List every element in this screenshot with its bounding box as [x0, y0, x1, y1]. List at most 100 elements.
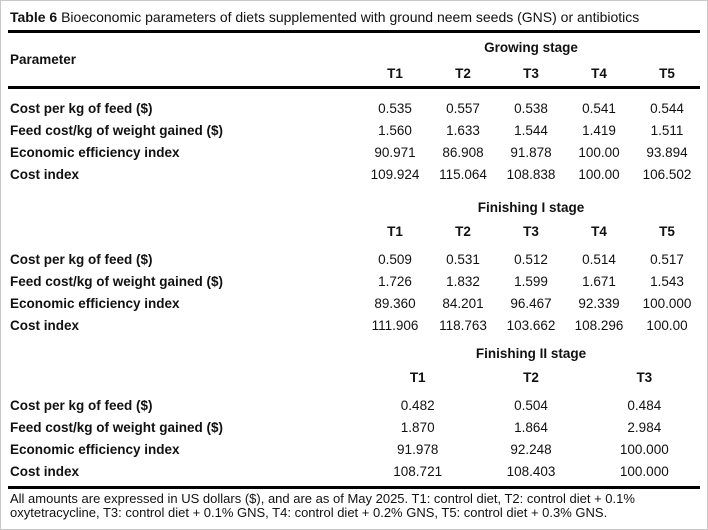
value-cell: 0.531	[446, 251, 480, 267]
value-cell: 108.721	[393, 463, 443, 479]
row-label: Cost per kg of feed ($)	[10, 251, 153, 267]
row-label: Cost per kg of feed ($)	[10, 397, 153, 413]
value-cell: 1.419	[582, 122, 616, 138]
treatment-col-label: T4	[591, 66, 607, 81]
table-row: Cost index 109.924 115.064 108.838 100.00 106…	[8, 163, 701, 185]
table-row: Cost per kg of feed ($) 0.535 0.557 0.538 0.…	[8, 97, 701, 119]
empty-cell	[8, 195, 361, 219]
treatment-col-label: T1	[409, 369, 426, 385]
value-cell: 103.662	[506, 317, 556, 333]
parameter-header: Parameter	[10, 52, 77, 67]
value-cell: 1.511	[650, 122, 684, 138]
value-cell: 89.360	[374, 295, 416, 311]
treatment-col-label: T2	[523, 369, 539, 385]
row-label: Economic efficiency index	[10, 144, 180, 160]
empty-cell	[8, 341, 361, 365]
value-cell: 1.671	[582, 273, 616, 289]
stage-header-row: Parameter Growing stage	[8, 33, 701, 68]
value-cell: 1.544	[514, 122, 548, 138]
value-cell: 96.467	[510, 295, 552, 311]
treatment-col-label: T4	[591, 223, 607, 239]
value-cell: 109.924	[370, 166, 420, 182]
value-cell: 0.504	[514, 397, 548, 413]
table-row: Feed cost/kg of weight gained ($) 1.726 1.…	[8, 270, 701, 292]
top-rule	[8, 30, 700, 33]
table-row: Cost per kg of feed ($) 0.509 0.531 0.512 0.…	[8, 243, 701, 270]
treatment-col-label: T3	[523, 66, 539, 81]
treatment-header-row: T1 T2 T3	[8, 365, 701, 389]
value-cell: 1.543	[650, 273, 684, 289]
value-cell: 0.541	[582, 100, 616, 116]
table-title: Table 6 Bioeconomic parameters of diets …	[8, 10, 700, 25]
row-label: Cost index	[10, 463, 80, 479]
growing-stage-table: Cost per kg of feed ($) 0.535 0.557 0.538 0.…	[8, 97, 701, 185]
value-cell: 0.544	[650, 100, 684, 116]
value-cell: 108.403	[506, 463, 556, 479]
value-cell: 84.201	[442, 295, 484, 311]
value-cell: 0.482	[400, 397, 435, 413]
stage-title-finishing-1: Finishing I stage	[477, 199, 585, 215]
value-cell: 100.000	[619, 463, 669, 479]
value-cell: 91.978	[397, 441, 439, 457]
stage-header-row: Finishing II stage	[8, 341, 701, 365]
stage-title-growing: Growing stage	[484, 39, 578, 55]
row-label: Economic efficiency index	[10, 441, 180, 457]
table-row: Cost index 111.906 118.763 103.662 108.296 10…	[8, 314, 701, 336]
row-label: Feed cost/kg of weight gained ($)	[10, 122, 224, 138]
treatment-col-label: T5	[659, 66, 675, 81]
value-cell: 0.509	[378, 251, 412, 267]
value-cell: 0.538	[514, 100, 548, 116]
table-row: Feed cost/kg of weight gained ($) 1.870 1.…	[8, 416, 701, 438]
value-cell: 100.000	[642, 295, 692, 311]
row-label: Cost index	[10, 317, 80, 333]
value-cell: 1.870	[400, 419, 435, 435]
value-cell: 92.339	[578, 295, 620, 311]
treatment-col-label: T2	[455, 223, 471, 239]
treatment-col-label: T1	[387, 66, 403, 81]
footnote: All amounts are expressed in US dollars …	[10, 491, 635, 520]
treatment-header-row: T1 T2 T3 T4 T5	[8, 219, 701, 243]
value-cell: 2.984	[627, 419, 662, 435]
empty-cell	[8, 219, 361, 243]
value-cell: 0.557	[446, 100, 480, 116]
value-cell: 0.535	[378, 100, 412, 116]
stage-title-finishing-2: Finishing II stage	[475, 345, 587, 361]
value-cell: 1.633	[446, 122, 480, 138]
table-number: Table 6	[10, 9, 58, 25]
table-row: Economic efficiency index 91.978 92.248 100…	[8, 438, 701, 460]
value-cell: 111.906	[371, 317, 419, 333]
row-label: Feed cost/kg of weight gained ($)	[10, 419, 224, 435]
treatment-header-row: T1 T2 T3 T4 T5	[8, 61, 701, 86]
value-cell: 0.517	[650, 251, 684, 267]
value-cell: 100.000	[619, 441, 669, 457]
value-cell: 91.878	[510, 144, 552, 160]
value-cell: 0.514	[582, 251, 616, 267]
value-cell: 92.248	[510, 441, 552, 457]
header-rule	[8, 86, 700, 89]
table-row: Cost per kg of feed ($) 0.482 0.504 0.484	[8, 389, 701, 416]
value-cell: 1.864	[514, 419, 548, 435]
value-cell: 0.512	[514, 251, 548, 267]
row-label: Cost index	[10, 166, 80, 182]
treatment-col-label: T1	[387, 223, 403, 239]
value-cell: 90.971	[374, 144, 416, 160]
table-row: Feed cost/kg of weight gained ($) 1.560 1.…	[8, 119, 701, 141]
row-label: Economic efficiency index	[10, 295, 180, 311]
value-cell: 100.00	[578, 166, 620, 182]
value-cell: 93.894	[646, 144, 688, 160]
treatment-col-label: T2	[455, 66, 471, 81]
value-cell: 100.00	[646, 317, 688, 333]
row-label: Cost per kg of feed ($)	[10, 100, 153, 116]
value-cell: 1.560	[378, 122, 412, 138]
value-cell: 1.599	[514, 273, 548, 289]
empty-cell	[8, 365, 361, 389]
value-cell: 1.832	[446, 273, 480, 289]
treatment-col-label: T5	[659, 223, 675, 239]
header-table: Parameter Growing stage T1 T2 T3 T4 T5	[8, 33, 701, 86]
table-caption: Bioeconomic parameters of diets suppleme…	[57, 9, 640, 25]
table-row: Cost index 108.721 108.403 100.000	[8, 460, 701, 482]
finishing-1-stage-table: Finishing I stage T1 T2 T3 T4 T5 Cost per kg…	[8, 195, 701, 336]
table-row: Economic efficiency index 89.360 84.201 96.…	[8, 292, 701, 314]
value-cell: 115.064	[439, 166, 487, 182]
